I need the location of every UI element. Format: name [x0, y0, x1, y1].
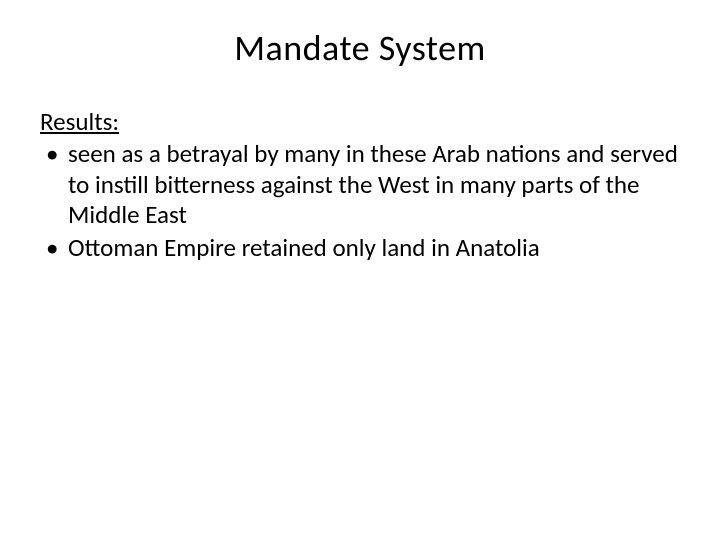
bullet-list: seen as a betrayal by many in these Arab…: [40, 139, 680, 263]
list-item: seen as a betrayal by many in these Arab…: [40, 139, 680, 231]
slide-title: Mandate System: [40, 26, 680, 70]
slide-container: Mandate System Results: seen as a betray…: [0, 0, 720, 540]
results-label: Results:: [40, 106, 680, 137]
list-item: Ottoman Empire retained only land in Ana…: [40, 233, 680, 264]
